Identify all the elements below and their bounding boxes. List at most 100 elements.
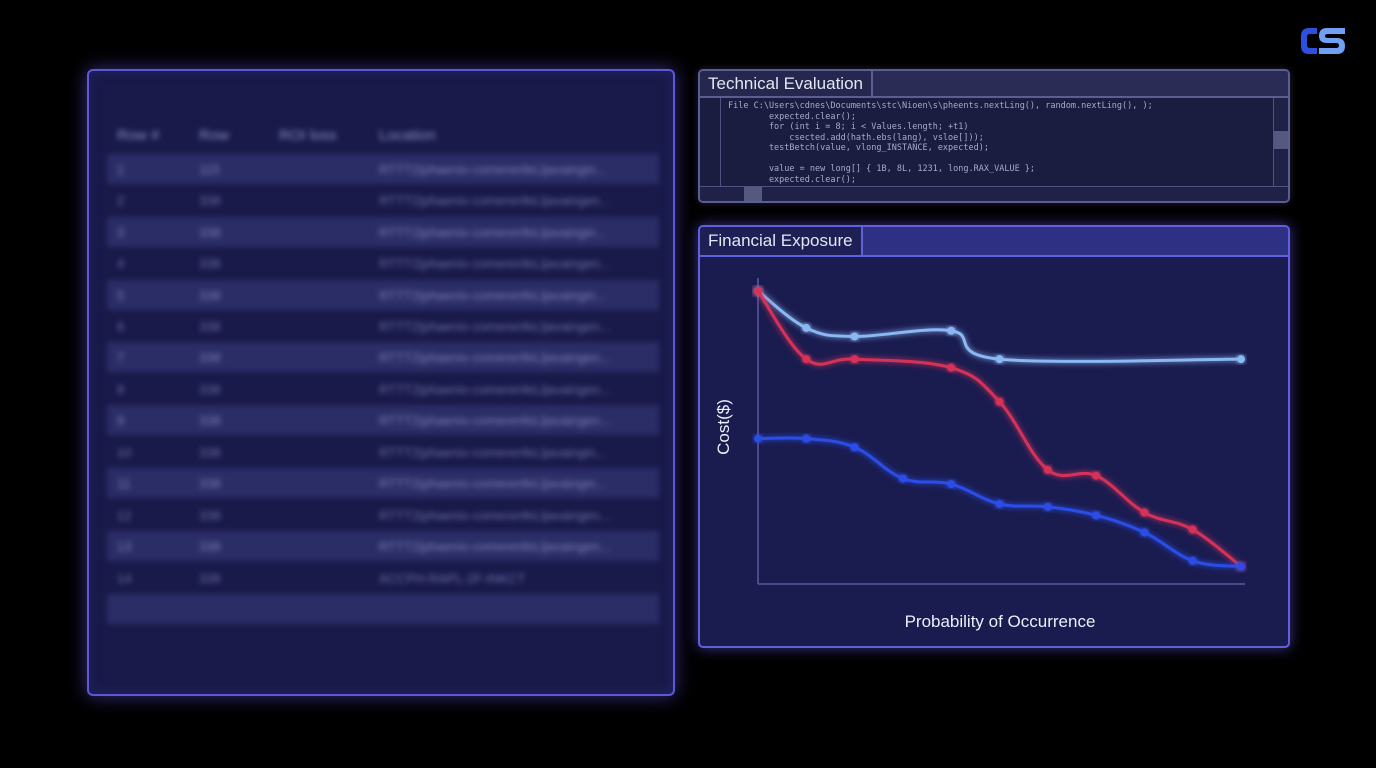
- table-row[interactable]: 14 338 ACCPH-RAPL-2F-INKCT: [107, 563, 659, 593]
- series-2-point: [754, 287, 762, 295]
- table-row[interactable]: 1 115 RTTT2|phaenix-comerenfeLljavaingin..…: [107, 154, 659, 184]
- x-axis-label: Probability of Occurrence: [905, 612, 1096, 631]
- series-3-point: [754, 434, 762, 443]
- series-1-point: [947, 326, 956, 335]
- cell-location: RTTT2|phaenix-comerenfeLljavaingen...: [379, 413, 611, 428]
- cell-location: ACCPH-RAPL-2F-INKCT: [379, 571, 526, 586]
- cell-location: RTTT2|phaenix-comerenfeLljavaingen...: [379, 508, 611, 523]
- series-2-point: [802, 355, 811, 364]
- cell-location: RTTT2|phaenix-comerenfeLljavaingen...: [379, 319, 611, 334]
- panel-header-bar: [858, 227, 1288, 257]
- horizontal-scroll-thumb[interactable]: [744, 187, 762, 201]
- series-3-point: [1188, 556, 1197, 565]
- technical-evaluation-panel: Technical Evaluation File C:\Users\cdnes…: [698, 69, 1290, 203]
- table-row[interactable]: 8 338 RTTT2|phaenix-comerenfeLljavaingen..…: [107, 374, 659, 404]
- code-line: File C:\Users\cdnes\Documents\stc\Nioen\…: [728, 101, 1153, 111]
- logo-c-shape: [1301, 28, 1317, 54]
- code-line: expected.clear();: [728, 111, 856, 122]
- series-3-point: [1043, 502, 1052, 511]
- cs-logo: [1301, 28, 1345, 54]
- table-row[interactable]: 5 338 RTTT2|phaenix-comerenfeLljavaingin..…: [107, 280, 659, 310]
- series-1-point: [1237, 355, 1245, 364]
- code-line: csected.add(hath.ebs(lang), vsloe[]));: [728, 132, 984, 143]
- cell-row: 338: [199, 476, 221, 491]
- series-3-point: [995, 500, 1004, 508]
- table-row[interactable]: 13 338 RTTT2|phaenix-comerenfeLljavaingen.…: [107, 531, 659, 561]
- cell-row: 338: [199, 193, 221, 208]
- column-header-roi-loss[interactable]: ROI loss: [279, 127, 337, 144]
- cell-location: RTTT2|phaenix-comerenfeLljavaingin...: [379, 225, 607, 240]
- column-header-row[interactable]: Row: [199, 127, 230, 144]
- table-row[interactable]: 2 338 RTTT2|phaenix-comerenfeLljavaingen..…: [107, 185, 659, 215]
- vertical-scroll-thumb[interactable]: [1274, 131, 1288, 149]
- cell-location: RTTT2|phaenix-comerenfeLljavaingen...: [379, 193, 611, 208]
- cell-row-number: 3: [117, 225, 125, 240]
- column-header-location[interactable]: Location: [379, 127, 436, 144]
- y-axis-label: Cost($): [714, 399, 733, 455]
- code-line: expected.clear();: [728, 174, 856, 185]
- series-3-point: [1092, 511, 1101, 520]
- table-row[interactable]: 4 338 RTTT2|phaenix-comerenfeLljavaingen..…: [107, 248, 659, 278]
- cell-row: 338: [199, 571, 221, 586]
- series-2-point: [1188, 525, 1197, 534]
- code-line: for (int i = 8; i < Values.length; +t1): [728, 122, 969, 132]
- data-table: Row # Row ROI loss Location 1 115 RTTT2|ph…: [89, 71, 673, 694]
- series-3-point: [802, 434, 811, 443]
- series-2-point: [1043, 465, 1052, 474]
- table-row[interactable]: 7 338 RTTT2|phaenix-comerenfeLljavaingen..…: [107, 342, 659, 372]
- table-row[interactable]: 11 338 RTTT2|phaenix-comerenfeLljavaingin.…: [107, 468, 659, 498]
- series-3-point: [1237, 562, 1245, 571]
- cell-location: RTTT2|phaenix-comerenfeLljavaingen...: [379, 382, 611, 397]
- cell-row-number: 1: [117, 162, 125, 177]
- series-2-point: [995, 397, 1004, 406]
- code-line: [728, 154, 1268, 165]
- code-line: testBetch(value, vlong_INSTANCE, expecte…: [728, 143, 989, 153]
- series-line-2: [756, 290, 1242, 568]
- cell-row: 338: [199, 539, 221, 554]
- data-table-panel: Row # Row ROI loss Location 1 115 RTTT2|ph…: [87, 69, 675, 696]
- cell-row-number: 6: [117, 319, 125, 334]
- horizontal-scrollbar[interactable]: [700, 186, 1288, 201]
- line-number-gutter: [720, 98, 721, 201]
- series-2-point: [1140, 508, 1149, 517]
- cell-row: 338: [199, 382, 221, 397]
- financial-exposure-panel: Financial Exposure Cost($) Probability o…: [698, 225, 1290, 648]
- vertical-scrollbar[interactable]: [1273, 98, 1288, 187]
- table-row[interactable]: 10 338 RTTT2|phaenix-comerenfeLljavaingin.…: [107, 437, 659, 467]
- cell-row-number: 5: [117, 288, 125, 303]
- table-row[interactable]: 6 338 RTTT2|phaenix-comerenfeLljavaingen..…: [107, 311, 659, 341]
- series-line-1: [757, 289, 1242, 363]
- cell-location: RTTT2|phaenix-comerenfeLljavaingin...: [379, 476, 607, 491]
- cell-row-number: 4: [117, 256, 125, 271]
- cell-row: 338: [199, 319, 221, 334]
- cell-row: 338: [199, 256, 221, 271]
- series-3-point: [1140, 528, 1149, 537]
- cell-location: RTTT2|phaenix-comerenfeLljavaingen...: [379, 350, 611, 365]
- series-2-point: [1092, 471, 1101, 480]
- cell-location: RTTT2|phaenix-comerenfeLljavaingin...: [379, 162, 607, 177]
- financial-exposure-title[interactable]: Financial Exposure: [700, 227, 863, 257]
- financial-exposure-chart: Cost($) Probability of Occurrence: [714, 278, 1245, 631]
- cell-row: 338: [199, 413, 221, 428]
- code-line: value = new long[] { 1B, 8L, 1231, long.…: [728, 164, 1036, 174]
- cell-row-number: 14: [117, 571, 132, 586]
- table-row-empty[interactable]: [107, 594, 659, 624]
- table-row[interactable]: 9 338 RTTT2|phaenix-comerenfeLljavaingen..…: [107, 405, 659, 435]
- cell-row-number: 7: [117, 350, 125, 365]
- series-3-point: [898, 474, 907, 483]
- cell-location: RTTT2|phaenix-comerenfeLljavaingin...: [379, 288, 607, 303]
- cell-row-number: 8: [117, 382, 125, 397]
- cell-row: 338: [199, 508, 221, 523]
- column-header-row-number[interactable]: Row #: [117, 127, 160, 144]
- cell-row-number: 10: [117, 445, 132, 460]
- logo-s-shape: [1319, 28, 1345, 54]
- series-1-point: [802, 323, 811, 332]
- cell-location: RTTT2|phaenix-comerenfeLljavaingen...: [379, 256, 611, 271]
- cell-row: 115: [199, 162, 220, 177]
- code-editor[interactable]: File C:\Users\cdnes\Documents\stc\Nioen\…: [700, 98, 1288, 201]
- table-row[interactable]: 12 338 RTTT2|phaenix-comerenfeLljavaingen.…: [107, 500, 659, 530]
- series-3-point: [850, 443, 859, 452]
- table-row[interactable]: 3 338 RTTT2|phaenix-comerenfeLljavaingin..…: [107, 217, 659, 247]
- cell-row-number: 11: [117, 476, 131, 491]
- technical-evaluation-title[interactable]: Technical Evaluation: [700, 71, 873, 98]
